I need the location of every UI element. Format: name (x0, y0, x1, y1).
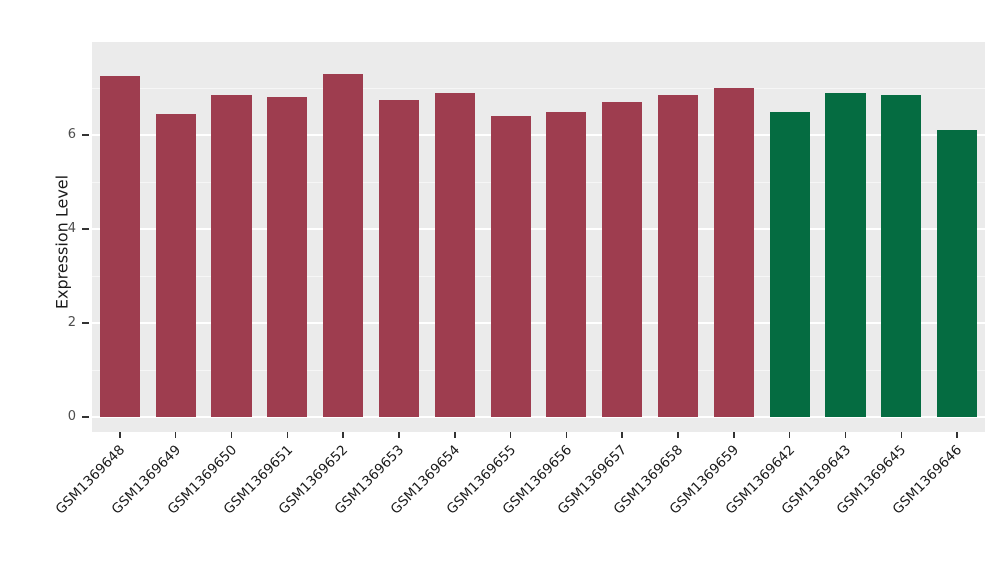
major-gridline (92, 322, 985, 324)
x-tick-mark (398, 432, 400, 438)
x-tick-mark (174, 432, 177, 438)
bar-GSM1369658 (657, 95, 699, 417)
minor-gridline (92, 370, 985, 371)
x-tick-mark (565, 432, 568, 438)
bar-GSM1369659 (713, 88, 754, 417)
plot-panel (92, 42, 985, 432)
bar-GSM1369650 (211, 95, 252, 417)
bar-GSM1369642 (769, 111, 810, 417)
y-tick-mark (82, 416, 89, 418)
y-tick-label: 4 (67, 221, 76, 236)
x-tick-mark (788, 432, 791, 438)
bar-GSM1369656 (546, 111, 587, 417)
x-tick-mark (509, 432, 512, 438)
y-tick-label: 0 (67, 409, 76, 424)
bar-GSM1369645 (881, 95, 922, 417)
bar-GSM1369655 (490, 116, 531, 417)
y-tick-label: 2 (67, 315, 76, 330)
x-tick-mark (286, 432, 289, 438)
x-tick-mark (119, 432, 121, 438)
x-tick-mark (454, 432, 456, 438)
bar-GSM1369652 (323, 73, 364, 417)
minor-gridline (92, 182, 985, 183)
y-tick-mark (82, 322, 89, 324)
x-tick-mark (621, 432, 623, 438)
minor-gridline (92, 276, 985, 277)
x-tick-mark (844, 432, 847, 438)
x-tick-mark (342, 432, 344, 438)
bar-GSM1369649 (155, 113, 196, 417)
major-gridline (92, 228, 985, 230)
bar-GSM1369648 (99, 76, 140, 417)
y-axis: 0 2 4 6 (0, 42, 92, 432)
minor-gridline (92, 88, 985, 89)
y-tick-mark (82, 134, 89, 136)
y-tick-mark (82, 228, 89, 230)
major-gridline (92, 416, 985, 418)
x-tick-mark (677, 432, 679, 438)
x-tick-mark (956, 432, 958, 438)
x-axis: GSM1369648 GSM1369649 GSM1369650 GSM1369651… (53, 432, 985, 572)
bar-GSM1369653 (378, 99, 420, 417)
x-tick-mark (900, 432, 903, 438)
y-tick-label: 6 (67, 127, 76, 142)
bar-GSM1369646 (937, 130, 978, 417)
x-tick-mark (230, 432, 233, 438)
bar-GSM1369643 (825, 92, 866, 417)
x-tick-mark (733, 432, 735, 438)
major-gridline (92, 134, 985, 136)
bar-GSM1369657 (602, 102, 643, 417)
bar-GSM1369651 (267, 97, 308, 417)
bar-GSM1369654 (434, 92, 475, 417)
